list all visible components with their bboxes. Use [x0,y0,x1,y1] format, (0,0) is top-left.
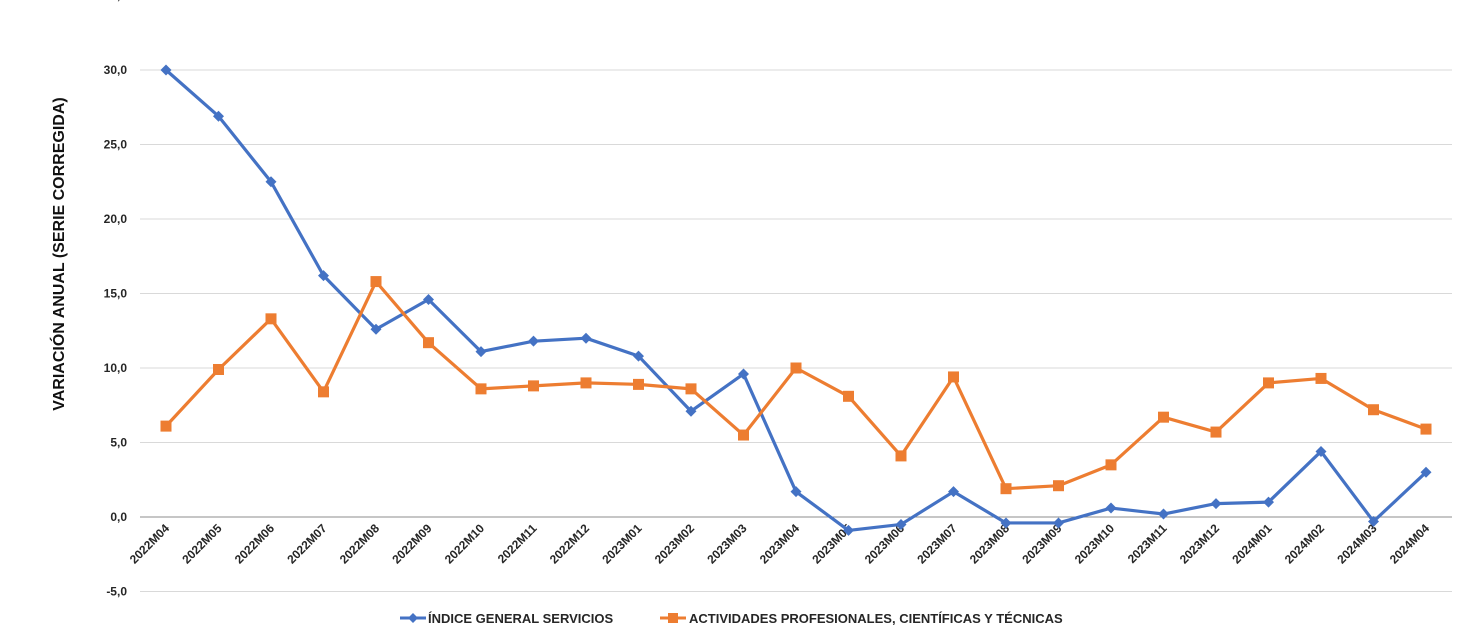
data-point [1315,372,1327,384]
data-point [580,377,592,389]
data-point [318,386,329,398]
data-point [1263,377,1274,389]
y-tick-label: 25,0 [104,138,128,152]
data-point [1368,404,1379,416]
x-tick-label: 2024M04 [1387,521,1433,567]
data-point [423,293,434,305]
data-point [1210,426,1222,438]
x-axis-tick-labels: 2022M04 2022M05 2022M06 2022M07 2022M08 2022M… [127,521,1433,567]
x-tick-label: 2024M02 [1282,521,1328,567]
data-point [895,518,907,530]
data-point [948,371,959,383]
series-line [164,279,1428,491]
x-tick-label: 2023M02 [652,521,698,567]
data-point [685,383,697,395]
y-tick-label: 5,0 [110,436,127,450]
x-tick-label: 2023M12 [1177,521,1223,567]
data-point [790,486,802,498]
data-point [370,323,382,335]
data-point [1105,502,1117,514]
data-point [160,64,172,76]
data-point [160,420,172,432]
data-point [633,378,644,390]
data-point [370,276,382,288]
data-point [738,429,749,441]
data-point [265,176,277,188]
legend-label: ÍNDICE GENERAL SERVICIOS [428,611,613,626]
data-point [1000,483,1012,495]
data-point [1158,508,1169,520]
legend-item-1: ÍNDICE GENERAL SERVICIOS [400,611,613,626]
data-point [1263,496,1274,508]
series-1 [160,64,1432,536]
data-point [528,335,539,347]
x-tick-label: 2023M10 [1072,521,1118,567]
x-tick-label: 2022M09 [389,521,435,567]
y-tick-label: 15,0 [104,287,128,301]
x-tick-label: 2023M04 [757,521,803,567]
data-point [475,383,487,395]
series [160,64,1432,536]
x-tick-label: 2022M11 [495,521,540,566]
x-tick-label: 2022M12 [547,521,593,567]
data-point [1420,423,1432,435]
data-point [948,486,959,498]
x-tick-label: 2024M03 [1334,521,1380,567]
x-tick-label: 2022M07 [284,521,330,567]
x-tick-label: 2022M04 [127,521,173,567]
y-tick-label: 30,0 [104,63,128,77]
data-point [1158,411,1169,423]
data-point [738,368,749,380]
x-tick-label: 2023M01 [599,521,645,567]
data-point [213,363,224,375]
legend-marker [668,613,678,623]
series-2 [160,276,1432,495]
series-line [164,68,1428,533]
data-point [1105,459,1117,471]
data-point [1053,480,1064,492]
data-point [318,270,329,282]
data-point [685,405,697,417]
data-point [790,362,802,374]
data-point [265,313,277,325]
data-point [1210,498,1222,510]
x-tick-label: 2024M01 [1229,521,1275,567]
x-tick-label: 2023M07 [914,521,960,567]
x-tick-label: 2022M06 [232,521,278,567]
legend-marker [408,613,418,623]
data-point [1053,517,1064,529]
data-point [423,337,434,349]
x-tick-label: 2022M08 [337,521,383,567]
x-tick-label: 2022M05 [179,521,225,567]
data-point [1368,515,1379,527]
data-point [1315,445,1327,457]
y-tick-label: -5,0 [106,585,127,599]
data-point [633,350,644,362]
data-point [843,390,854,402]
data-point [1000,517,1012,529]
data-point [528,380,539,392]
y-tick-label: 20,0 [104,212,128,226]
x-tick-label: 2023M03 [704,521,750,567]
y-tick-label: 0,0 [110,510,127,524]
data-point [1420,466,1432,478]
legend: ÍNDICE GENERAL SERVICIOS ACTIVIDADES PROF… [400,611,1063,626]
y-tick-label: 10,0 [104,361,128,375]
data-point [213,110,224,122]
legend-label: ACTIVIDADES PROFESIONALES, CIENTÍFICAS Y… [689,611,1063,626]
legend-item-2: ACTIVIDADES PROFESIONALES, CIENTÍFICAS Y… [660,611,1063,626]
data-point [895,450,907,462]
data-point [580,332,592,344]
y-axis-tick-labels: -5,0 0,0 5,0 10,0 15,0 20,0 25,0 30,0 35,0 [104,0,128,599]
x-tick-label: 2022M10 [442,521,488,567]
x-tick-label: 2023M11 [1125,521,1170,566]
data-point [843,524,854,536]
data-point [475,346,487,358]
y-axis-label: VARIACIÓN ANUAL (SERIE CORREGIDA) [49,97,68,411]
y-tick-label: 35,0 [104,0,128,3]
